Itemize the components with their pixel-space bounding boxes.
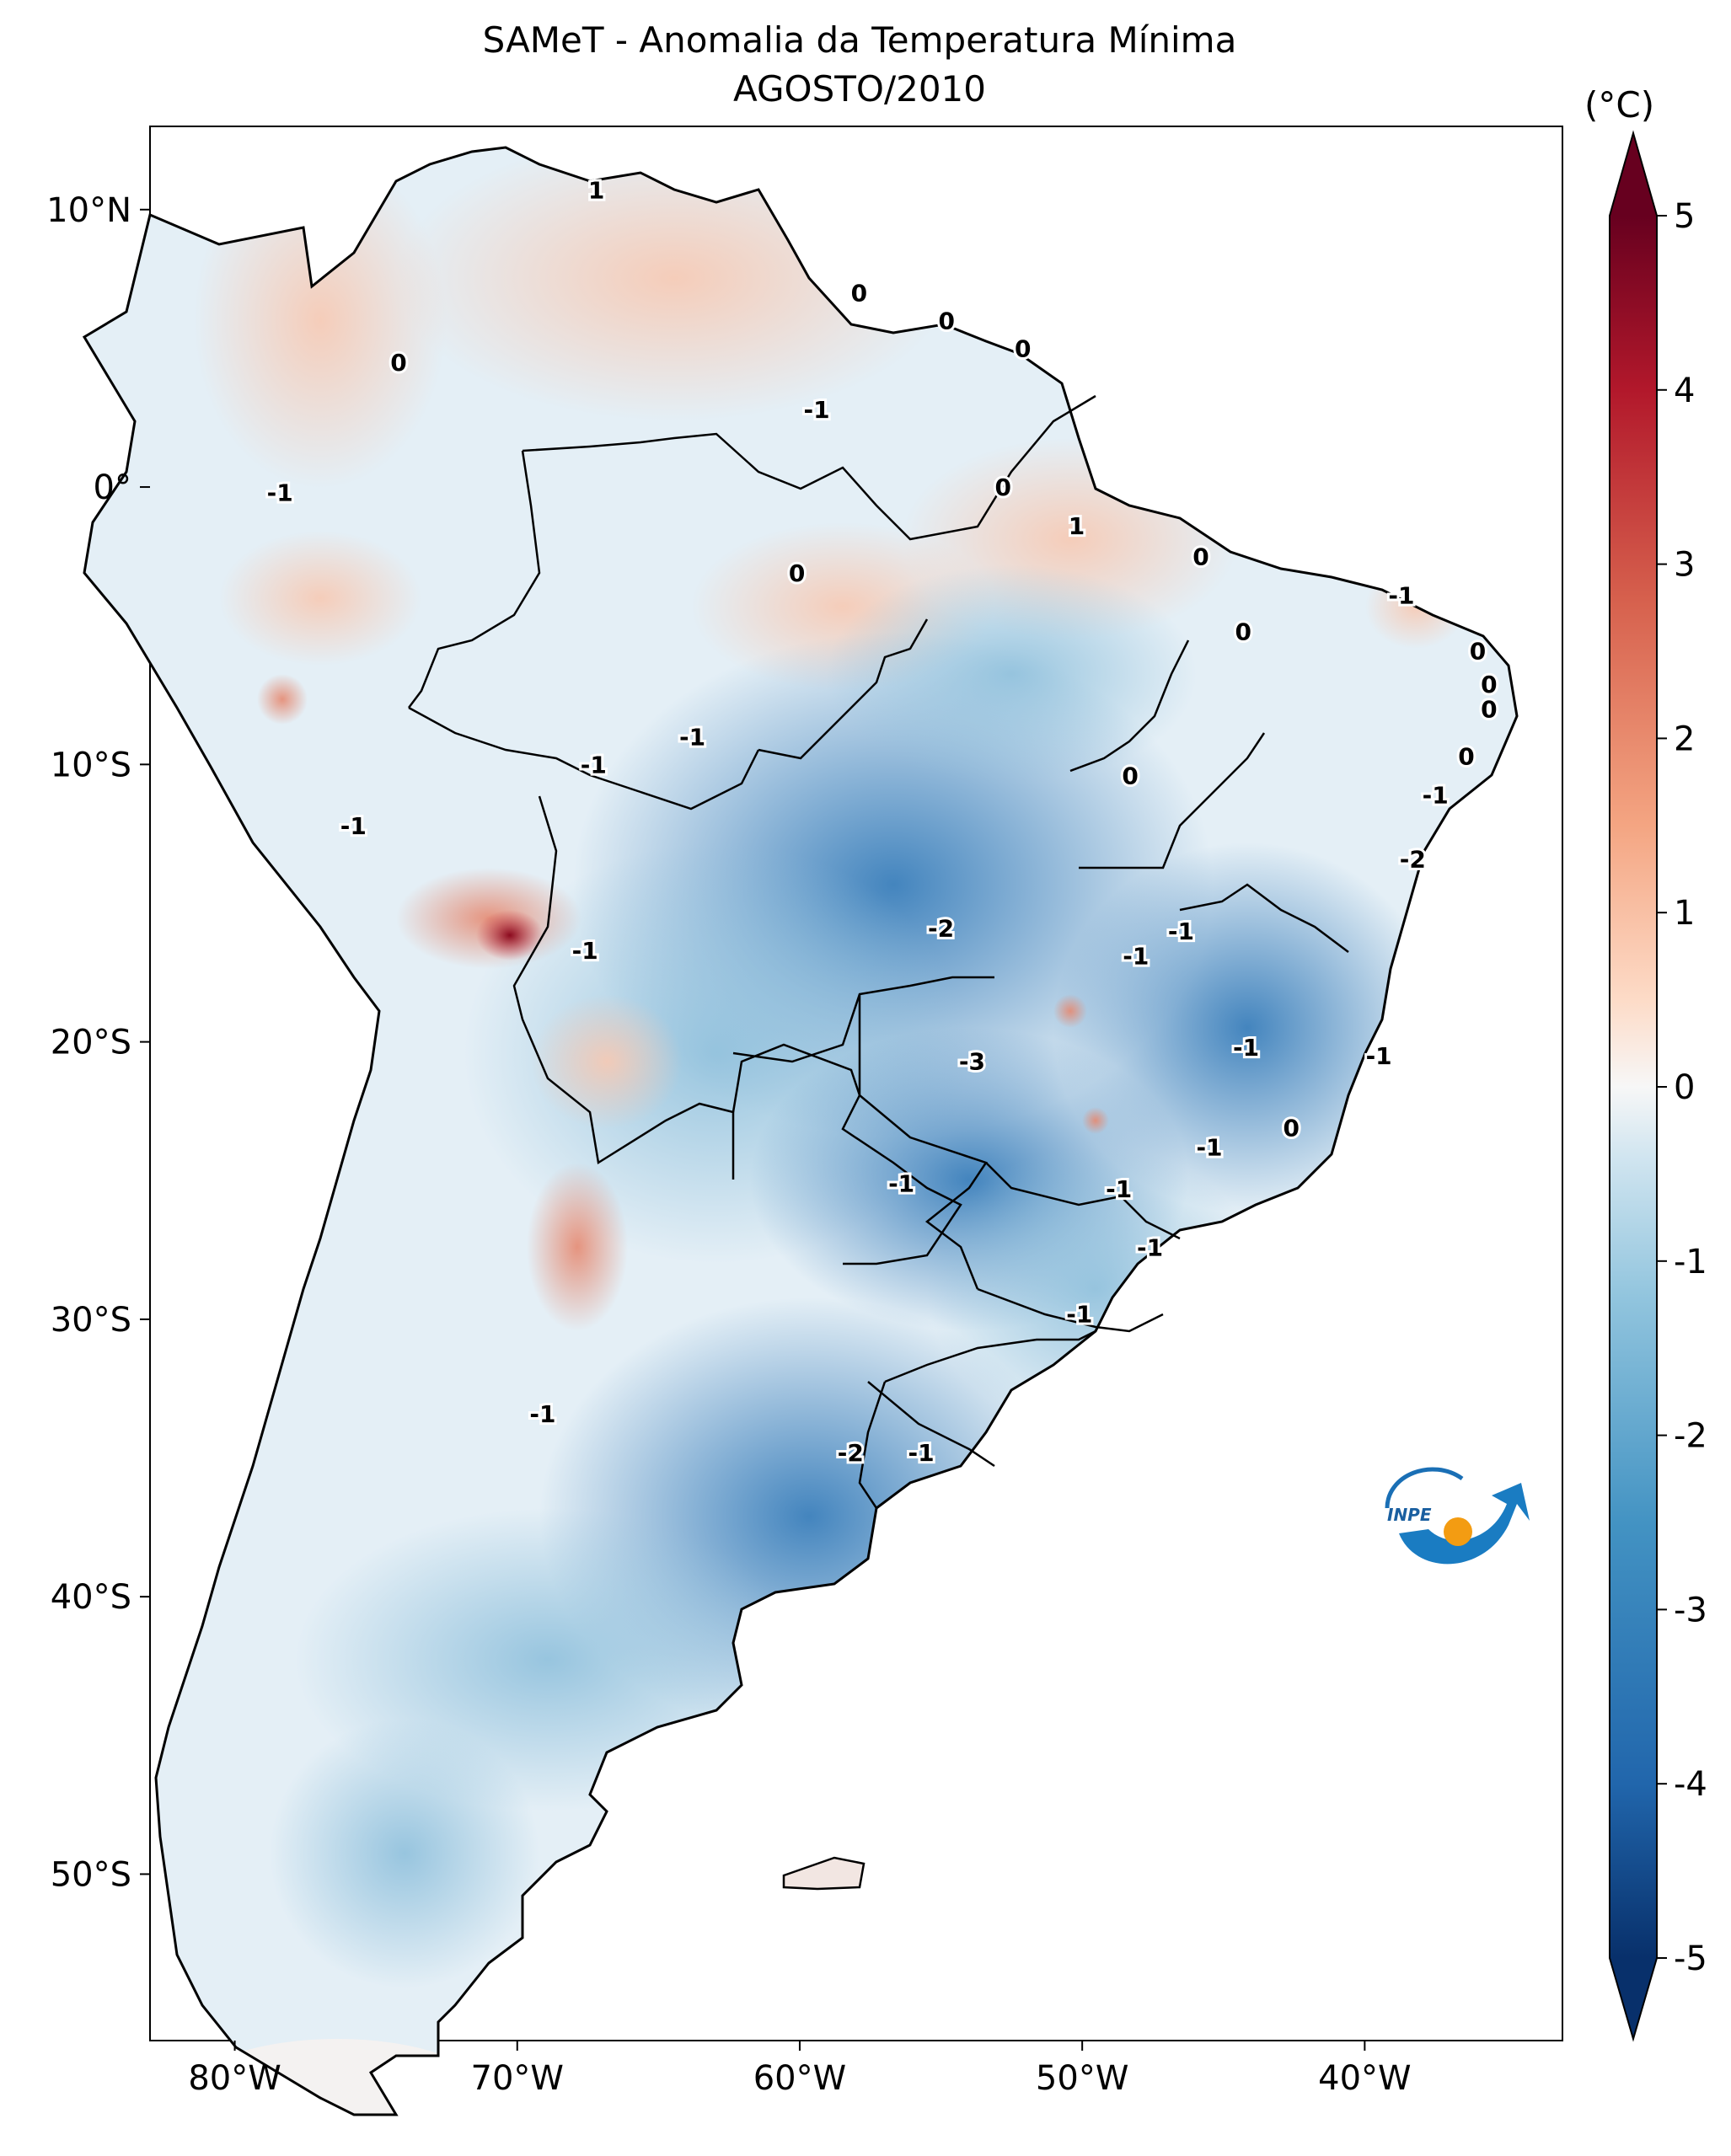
colorbar-max-arrow <box>1610 133 1657 216</box>
contour-label: -1 <box>529 1400 555 1428</box>
colorbar-tick-label: 2 <box>1674 720 1695 758</box>
logo-orange-dot <box>1444 1517 1472 1546</box>
country-borders <box>408 394 1349 1509</box>
colorbar-gradient <box>1610 216 1657 1958</box>
contour-label: -1 <box>1066 1300 1092 1328</box>
colorbar-tick-label: 3 <box>1674 546 1695 585</box>
colorbar: 5 4 3 2 1 0 -1 -2 -3 -4 -5 <box>1609 130 1707 2042</box>
lat-tick-label: 40°S <box>51 1578 131 1617</box>
contour-label: -1 <box>1423 782 1449 810</box>
contour-label: -1 <box>572 937 598 965</box>
contour-label: 0 <box>851 280 867 308</box>
colorbar-ticks: 5 4 3 2 1 0 -1 -2 -3 -4 -5 <box>1657 197 1707 1978</box>
colorbar-tick-label: -1 <box>1674 1243 1707 1281</box>
contour-label: -1 <box>1137 1233 1163 1261</box>
inpe-logo: INPE <box>1385 1467 1530 1565</box>
lat-tick-label: 50°S <box>51 1855 131 1894</box>
contour-label: -1 <box>1233 1034 1259 1062</box>
contour-label: -1 <box>1196 1134 1222 1162</box>
colorbar-tick-label: -5 <box>1674 1939 1707 1978</box>
contour-label: -2 <box>1400 845 1426 873</box>
lat-tick-label: 30°S <box>51 1301 131 1340</box>
contour-label: 0 <box>1235 618 1251 645</box>
contour-label: 0 <box>1481 695 1497 723</box>
contour-label: -1 <box>679 723 705 751</box>
colorbar-tick-label: -2 <box>1674 1417 1707 1456</box>
contour-label: -1 <box>1123 943 1149 971</box>
contour-label: 0 <box>1122 762 1138 790</box>
chart-subtitle: AGOSTO/2010 <box>732 68 986 110</box>
colorbar-tick-label: -3 <box>1674 1591 1707 1629</box>
colorbar-unit: (°C) <box>1584 84 1655 126</box>
contour-label: -1 <box>267 479 293 507</box>
contour-label: 0 <box>1481 671 1497 698</box>
contour-label: 1 <box>1069 512 1085 540</box>
colorbar-tick-label: 5 <box>1674 197 1695 236</box>
contour-label: 0 <box>1283 1115 1299 1142</box>
colorbar-tick-label: 0 <box>1674 1068 1695 1107</box>
contour-label: 0 <box>939 307 955 334</box>
contour-label: -2 <box>928 915 954 943</box>
contour-label: -1 <box>340 812 367 840</box>
contour-label: -1 <box>888 1170 914 1198</box>
contour-label: -1 <box>1106 1175 1132 1203</box>
lon-tick-label: 60°W <box>753 2059 846 2098</box>
colorbar-tick-label: 4 <box>1674 372 1695 410</box>
longitude-axis: 80°W 70°W 60°W 50°W 40°W <box>188 2041 1412 2098</box>
colorbar-tick-label: 1 <box>1674 894 1695 933</box>
lon-tick-label: 80°W <box>188 2059 281 2098</box>
contour-label: -1 <box>908 1439 935 1467</box>
contour-label: -1 <box>1168 918 1194 945</box>
contour-label: 0 <box>1192 543 1208 570</box>
contour-label: -1 <box>1388 581 1414 609</box>
latitude-axis: 10°N 0° 10°S 20°S 30°S 40°S 50°S <box>46 191 150 1894</box>
lat-tick-label: 10°S <box>51 746 131 784</box>
contour-label: -1 <box>581 751 607 778</box>
lat-tick-label: 10°N <box>46 191 131 230</box>
logo-text: INPE <box>1387 1505 1432 1525</box>
contour-label: 0 <box>1470 637 1486 665</box>
lat-tick-label: 20°S <box>51 1024 131 1062</box>
lat-tick-label: 0° <box>94 468 131 507</box>
lon-tick-label: 70°W <box>471 2059 564 2098</box>
colorbar-min-arrow <box>1610 1958 1657 2039</box>
chart-title: SAMeT - Anomalia da Temperatura Mínima <box>482 19 1237 61</box>
colorbar-tick-label: -4 <box>1674 1765 1707 1804</box>
contour-label: -1 <box>804 396 830 424</box>
lon-tick-label: 40°W <box>1318 2059 1411 2098</box>
contour-label: -1 <box>1366 1042 1392 1070</box>
contour-label: -2 <box>838 1439 864 1467</box>
lon-tick-label: 50°W <box>1036 2059 1128 2098</box>
contour-label: 1 <box>588 177 604 205</box>
contour-label: 0 <box>1458 742 1474 770</box>
contour-label: -3 <box>959 1048 985 1076</box>
falklands <box>782 1856 866 1891</box>
contour-label: 0 <box>995 473 1011 501</box>
contour-label: 0 <box>789 559 805 587</box>
contour-label: 0 <box>390 349 406 377</box>
contour-label: 0 <box>1015 334 1031 362</box>
